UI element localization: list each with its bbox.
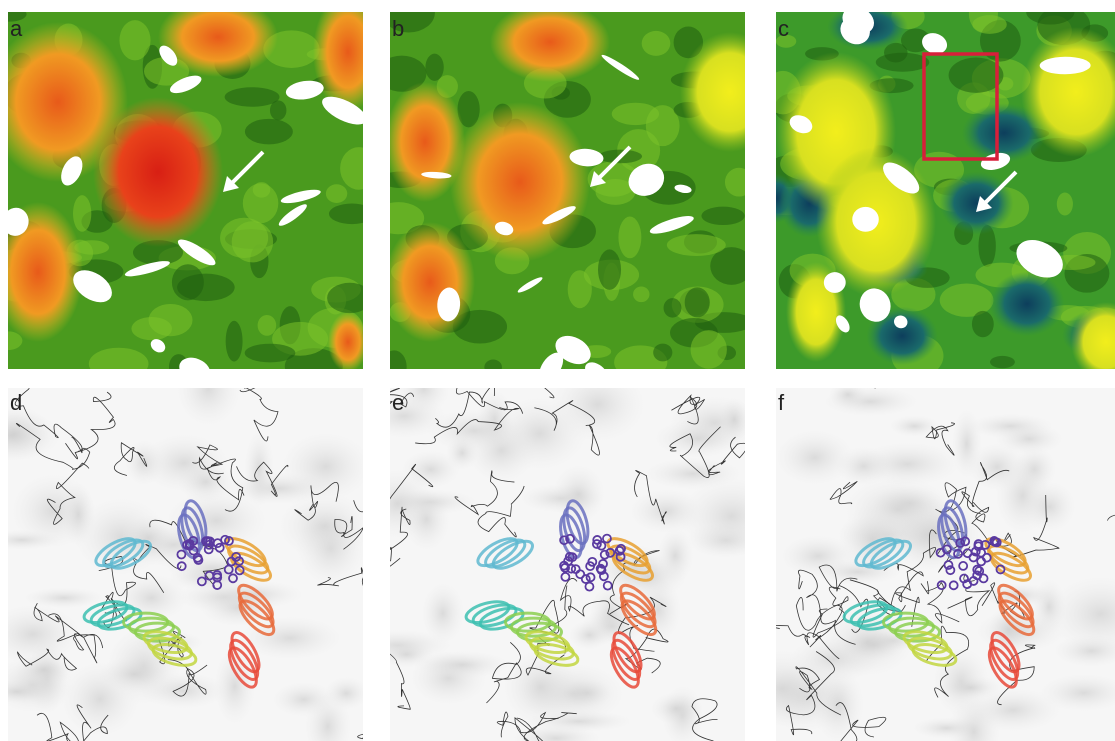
density-blob	[972, 311, 994, 337]
density-blob	[1026, 0, 1074, 25]
panel	[729, 331, 1115, 741]
hot-region	[158, 0, 278, 77]
shade	[280, 432, 371, 501]
density-blob	[618, 217, 641, 259]
hot-region	[93, 97, 223, 247]
panel	[0, 352, 397, 741]
density-blob	[725, 168, 753, 197]
shade	[653, 419, 741, 458]
density-blob	[701, 207, 744, 225]
density-blob	[1057, 192, 1073, 215]
figure: a b c d e f	[0, 0, 1115, 741]
shade	[99, 656, 170, 692]
hot-region	[385, 82, 465, 202]
density-blob	[691, 330, 727, 369]
density-blob	[612, 103, 659, 125]
density-blob	[326, 184, 347, 203]
panel-label: f	[778, 390, 785, 415]
density-blob	[568, 270, 592, 308]
density-blob	[172, 264, 204, 300]
panel-label: b	[392, 16, 404, 41]
shade	[324, 677, 368, 710]
shade	[1024, 481, 1076, 532]
density-blob	[598, 249, 621, 289]
shade	[403, 488, 450, 551]
density-blob	[245, 119, 293, 145]
void	[932, 0, 958, 13]
density-blob	[131, 317, 172, 340]
void	[852, 207, 879, 232]
density-blob	[226, 321, 243, 362]
hot-region	[328, 312, 368, 372]
shade	[278, 492, 372, 560]
density-blob	[382, 350, 407, 383]
shade	[178, 461, 234, 503]
density-blob	[633, 286, 649, 302]
panel	[755, 0, 1115, 382]
hot-region	[450, 102, 590, 262]
shade	[775, 430, 854, 486]
shade	[379, 641, 434, 668]
panel-label: d	[10, 390, 22, 415]
density-blob	[653, 344, 672, 362]
panel	[357, 0, 780, 387]
density-blob	[89, 348, 149, 380]
density-blob	[685, 287, 710, 317]
density-blob	[243, 183, 278, 223]
density-blob	[642, 31, 671, 56]
panel	[0, 0, 383, 386]
density-blob	[329, 204, 375, 225]
hot-region	[490, 2, 610, 82]
density-blob	[990, 356, 1015, 368]
panel-label: a	[10, 16, 23, 41]
density-blob	[245, 344, 296, 363]
panel-label: c	[778, 16, 789, 41]
shade	[650, 692, 702, 725]
density-blob	[425, 54, 443, 81]
density-blob	[327, 283, 372, 313]
density-blob	[949, 58, 1004, 93]
density-blob	[73, 195, 91, 232]
density-blob	[340, 147, 377, 190]
shade	[503, 649, 579, 726]
density-blob	[664, 298, 682, 317]
density-blob	[667, 234, 726, 256]
hot-region	[385, 222, 475, 342]
shade	[61, 483, 95, 547]
density-blob	[484, 360, 502, 375]
shade	[889, 415, 940, 437]
shade	[995, 423, 1064, 454]
density-blob	[989, 272, 1064, 337]
panel-label: e	[392, 390, 404, 415]
density-blob	[119, 20, 150, 60]
panel	[344, 343, 783, 741]
shade	[828, 381, 867, 408]
shade	[23, 587, 104, 608]
density-blob	[939, 172, 1013, 235]
density-blob	[225, 87, 280, 107]
shade	[629, 489, 704, 534]
shade	[238, 616, 342, 660]
density-blob	[258, 315, 277, 336]
density-blob	[972, 15, 1006, 34]
density-blob	[876, 53, 929, 72]
shade	[446, 436, 479, 471]
hot-region	[680, 32, 780, 152]
density-blob	[220, 218, 268, 258]
